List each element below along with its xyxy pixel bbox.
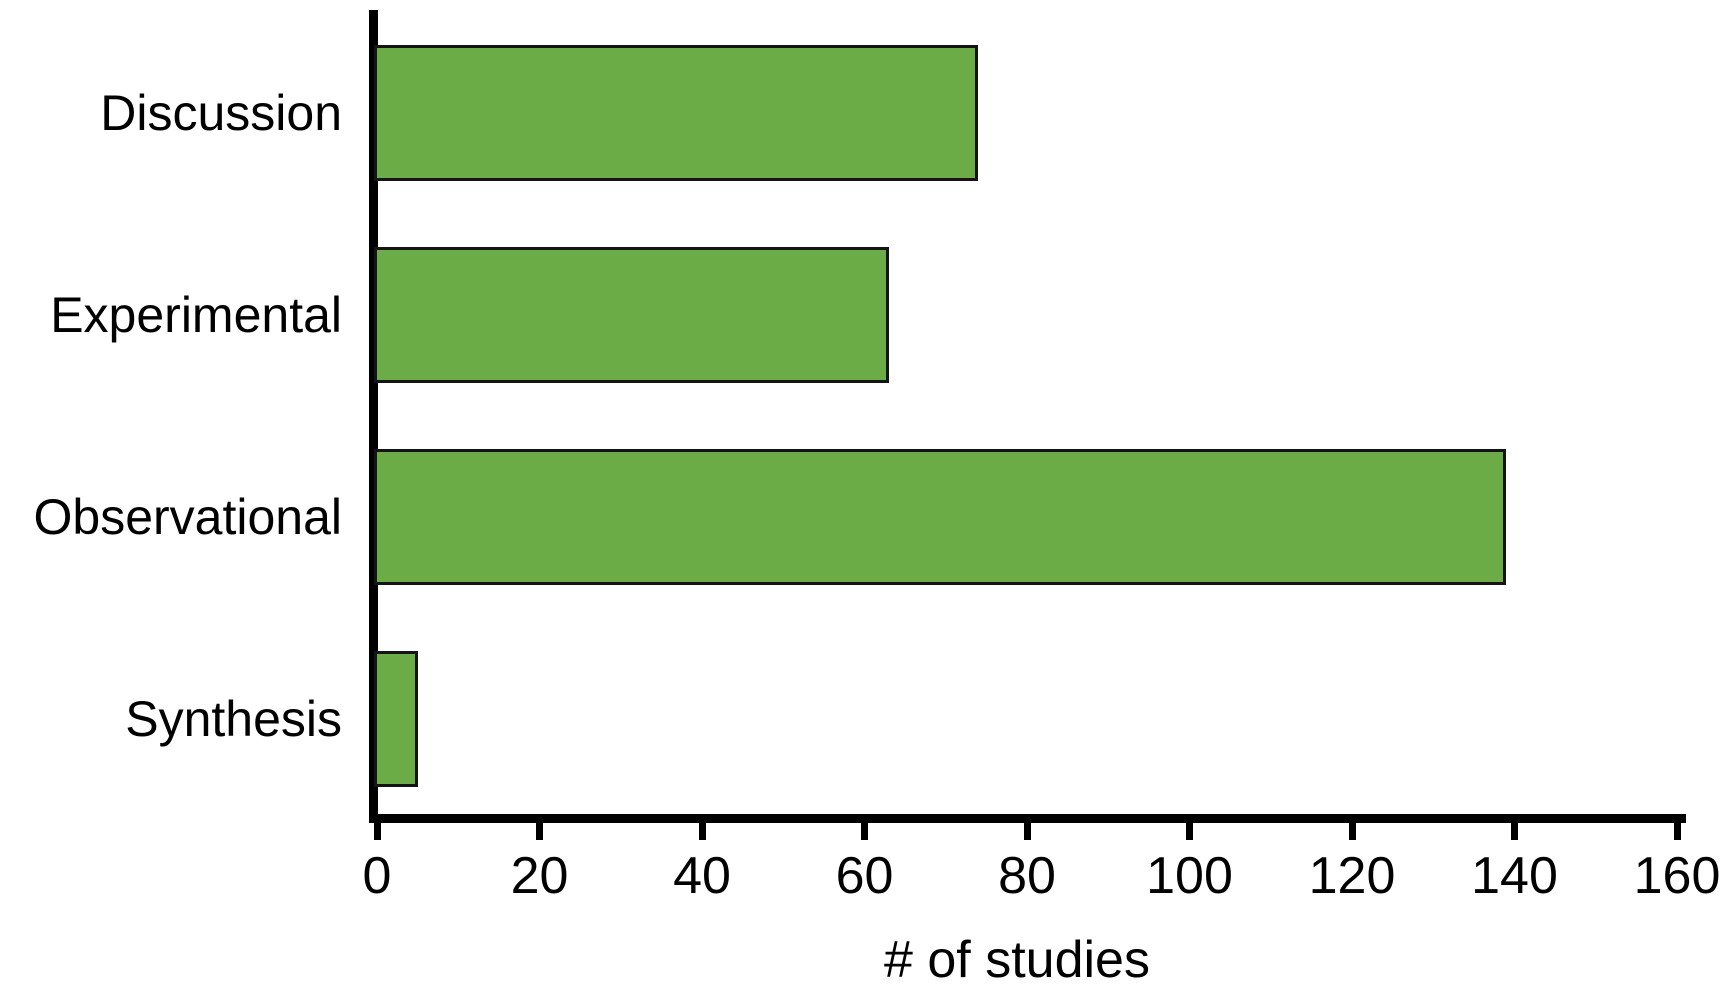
- x-tick-140: [1511, 823, 1518, 840]
- x-tick-label-20: 20: [510, 847, 569, 905]
- x-axis-title: # of studies: [884, 931, 1150, 989]
- x-tick-label-80: 80: [998, 847, 1056, 905]
- x-tick-120: [1348, 823, 1356, 840]
- x-tick-40: [698, 823, 706, 840]
- x-tick-label-100: 100: [1146, 847, 1233, 905]
- x-tick-0: [373, 823, 381, 840]
- x-axis-line: [369, 814, 1686, 823]
- y-axis-line: [369, 10, 378, 823]
- bar-experimental: [374, 247, 889, 383]
- category-label-discussion: Discussion: [100, 85, 342, 141]
- category-label-synthesis: Synthesis: [125, 691, 342, 747]
- bar-discussion: [374, 45, 979, 181]
- x-tick-label-0: 0: [362, 847, 392, 905]
- x-tick-100: [1186, 823, 1193, 840]
- x-tick-label-160: 160: [1633, 847, 1721, 905]
- x-tick-80: [1023, 823, 1031, 840]
- x-tick-label-120: 120: [1308, 847, 1396, 905]
- x-tick-160: [1673, 823, 1681, 840]
- x-tick-label-40: 40: [673, 847, 731, 905]
- x-tick-60: [861, 823, 868, 840]
- category-label-observational: Observational: [33, 489, 343, 545]
- category-label-experimental: Experimental: [50, 287, 342, 343]
- x-tick-20: [536, 823, 543, 840]
- x-tick-label-60: 60: [835, 847, 894, 905]
- bar-synthesis: [374, 651, 418, 787]
- x-tick-label-140: 140: [1471, 847, 1558, 905]
- bar-observational: [374, 449, 1507, 585]
